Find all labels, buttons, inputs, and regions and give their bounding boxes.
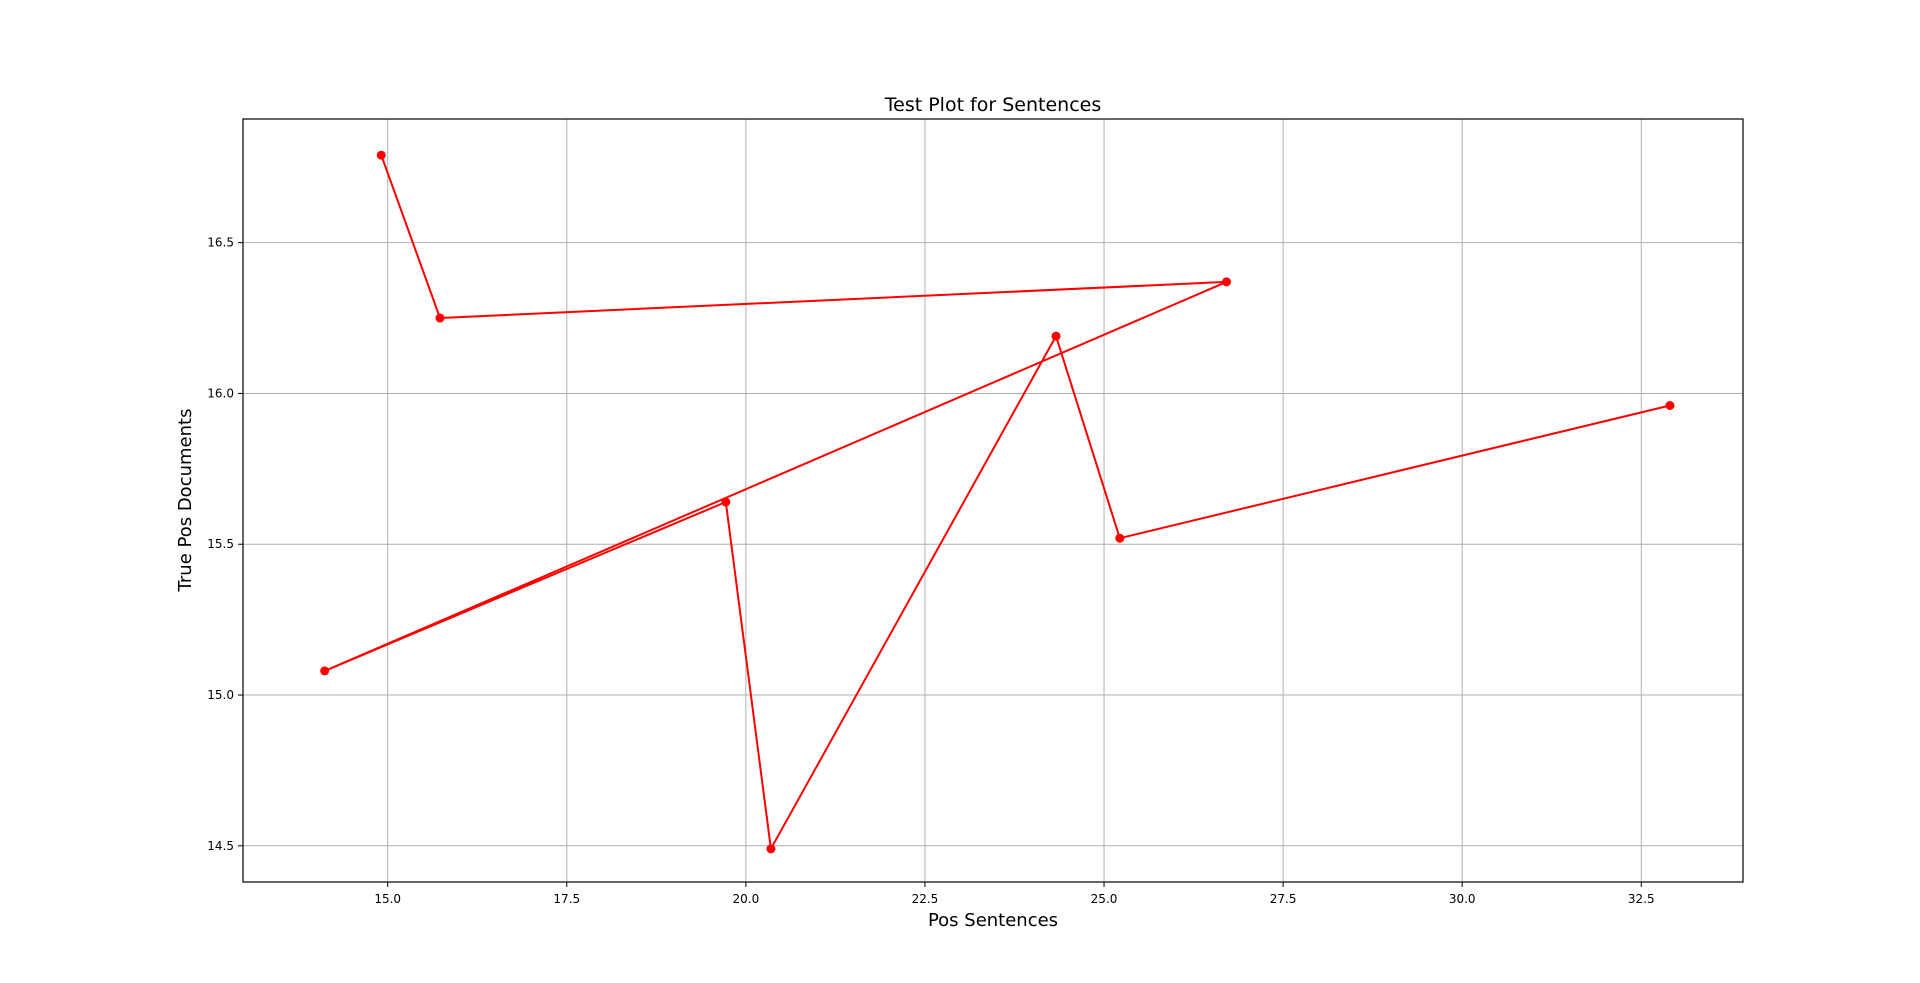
data-point bbox=[1115, 533, 1125, 543]
x-axis: 15.0 17.5 20.0 22.5 25.0 27.5 30.0 32.5 bbox=[374, 882, 1655, 906]
data-point bbox=[766, 844, 776, 854]
x-tick-label: 17.5 bbox=[553, 892, 580, 906]
y-tick-label: 14.5 bbox=[207, 839, 234, 853]
x-tick-label: 32.5 bbox=[1628, 892, 1655, 906]
y-tick-label: 16.0 bbox=[207, 386, 234, 400]
data-point bbox=[1051, 331, 1061, 341]
y-tick-label: 15.5 bbox=[207, 537, 234, 551]
data-point bbox=[320, 666, 330, 676]
grid bbox=[243, 119, 1743, 882]
x-tick-label: 30.0 bbox=[1449, 892, 1476, 906]
x-tick-label: 25.0 bbox=[1091, 892, 1118, 906]
data-point bbox=[435, 313, 445, 323]
series-group bbox=[320, 150, 1675, 854]
x-tick-label: 20.0 bbox=[733, 892, 760, 906]
x-axis-title: Pos Sentences bbox=[928, 910, 1058, 931]
x-tick-label: 15.0 bbox=[374, 892, 401, 906]
y-axis: 14.5 15.0 15.5 16.0 16.5 bbox=[207, 236, 243, 853]
y-tick-label: 15.0 bbox=[207, 688, 234, 702]
y-tick-label: 16.5 bbox=[207, 236, 234, 250]
data-point bbox=[1222, 277, 1232, 287]
data-point bbox=[1665, 401, 1675, 411]
series-line bbox=[323, 154, 1671, 850]
y-axis-title: True Pos Documents bbox=[175, 409, 196, 593]
plot-frame bbox=[242, 118, 1744, 883]
data-point bbox=[721, 497, 731, 507]
data-point bbox=[376, 150, 386, 160]
chart-title: Test Plot for Sentences bbox=[884, 94, 1101, 116]
x-tick-label: 27.5 bbox=[1270, 892, 1297, 906]
x-tick-label: 22.5 bbox=[912, 892, 939, 906]
